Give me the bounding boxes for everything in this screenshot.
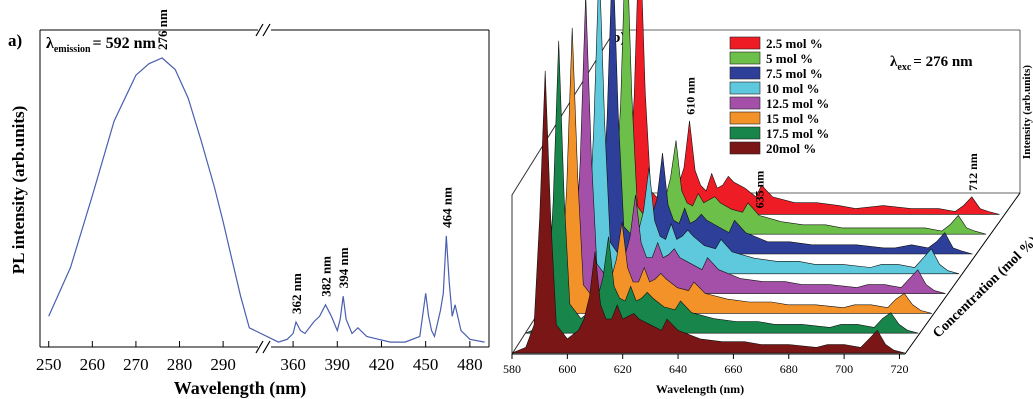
panel-a-lambda-annotation: λemission = 592 nm: [46, 35, 157, 55]
legend-label: 17.5 mol %: [766, 126, 829, 141]
panel-a-peak-label: 382 nm: [319, 256, 334, 297]
panel-b-series-area: [552, 0, 946, 294]
panel-b-chart: b) λexc = 276 nm Intensity (arb.units) Co…: [503, 0, 1033, 396]
panel-b-x-axis-label: Wavelength (nm): [656, 382, 744, 396]
panel-b-peak-label: 712 nm: [966, 153, 980, 191]
panel-b-ticks: 580 600 620 640 660 680 700 720: [503, 354, 908, 376]
panel-a-peak-label: 276 nm: [155, 9, 170, 50]
legend-swatch: [729, 126, 761, 140]
legend-label: 15 mol %: [766, 111, 819, 126]
panel-b-peak-label: 610 nm: [684, 77, 698, 115]
legend-swatch: [729, 81, 761, 95]
panel-b-series-area: [511, 70, 906, 354]
panel-a-ticks: 250 260 270 280 290 360 390 420 450 480: [36, 341, 483, 374]
legend-label: 20mol %: [766, 141, 816, 156]
panel-b-peak-label: 635 nm: [753, 171, 767, 209]
panel-a-x-axis-label: Wavelength (nm): [174, 378, 307, 399]
legend-label: 7.5 mol %: [766, 66, 823, 81]
panel-a-label: a): [8, 31, 22, 50]
legend-label: 12.5 mol %: [766, 96, 829, 111]
panel-a-axis-break-bottom-2: [262, 340, 271, 354]
panel-b-series-area: [525, 40, 919, 334]
panel-b-x-tick-label: 600: [558, 362, 576, 376]
legend-swatch: [729, 96, 761, 110]
panel-b-spectra: [511, 0, 1000, 354]
panel-b-x-tick-label: 700: [835, 362, 853, 376]
panel-b-x-tick-label: 580: [503, 362, 521, 376]
panel-b-legend: 2.5 mol %5 mol %7.5 mol %10 mol %12.5 mo…: [729, 36, 829, 156]
panel-a-peak-annotations: 276 nm 362 nm 382 nm 394 nm 464 nm: [155, 9, 454, 314]
panel-b-series-area: [538, 27, 933, 314]
legend-swatch: [729, 141, 761, 155]
panel-b-x-tick-label: 680: [780, 362, 798, 376]
panel-a-x-tick-label: 480: [457, 355, 483, 374]
panel-a-y-axis-label: PL intensity (arb.units): [9, 106, 28, 275]
panel-a-axes: [39, 23, 490, 354]
panel-a-axis-break-top-1: [255, 23, 264, 37]
panel-a-x-tick-label: 450: [413, 355, 439, 374]
panel-a-x-tick-label: 280: [167, 355, 193, 374]
legend-swatch: [729, 51, 761, 65]
panel-b-right-y-axis-label: Intensity (arb.units): [1021, 65, 1033, 159]
panel-a-axis-break-top-2: [262, 23, 271, 37]
panel-b-lambda-annotation: λexc = 276 nm: [890, 54, 973, 73]
panel-b-x-tick-label: 720: [890, 362, 908, 376]
panel-b-series-area: [592, 0, 987, 235]
panel-a-chart: a) λemission = 592 nm PL intensity (arb.u…: [8, 9, 490, 399]
panel-a-axis-break-bottom-1: [255, 340, 264, 354]
panel-a-x-tick-label: 260: [80, 355, 106, 374]
panel-a-x-tick-label: 250: [36, 355, 62, 374]
panel-b-x-tick-label: 640: [669, 362, 687, 376]
panel-a-x-tick-label: 270: [123, 355, 149, 374]
panel-a-x-tick-label: 390: [325, 355, 351, 374]
panel-b-x-tick-label: 620: [614, 362, 632, 376]
panel-a-x-tick-label: 360: [280, 355, 306, 374]
panel-b-series-area: [565, 0, 960, 275]
legend-label: 5 mol %: [766, 51, 813, 66]
legend-swatch: [729, 111, 761, 125]
panel-b-x-tick-label: 660: [724, 362, 742, 376]
panel-a-spectrum-line: [48, 57, 485, 343]
panel-a-x-tick-label: 290: [210, 355, 236, 374]
panel-a-x-tick-label: 420: [369, 355, 395, 374]
legend-label: 10 mol %: [766, 81, 819, 96]
legend-swatch: [729, 36, 761, 50]
legend-label: 2.5 mol %: [766, 36, 823, 51]
panel-b-depth-edge: [904, 192, 1021, 355]
panel-a-peak-label: 362 nm: [289, 273, 304, 314]
legend-swatch: [729, 66, 761, 80]
panel-b-series-area: [579, 0, 973, 255]
panel-a-peak-label: 464 nm: [439, 187, 454, 228]
panel-a-peak-label: 394 nm: [336, 247, 351, 288]
